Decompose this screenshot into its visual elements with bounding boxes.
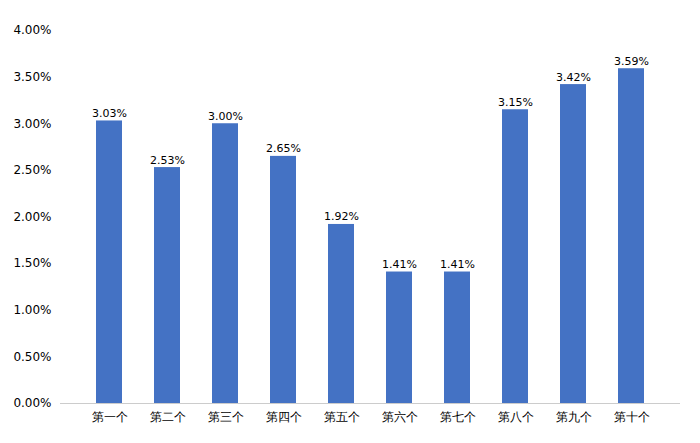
svg-text:3.42%: 3.42% xyxy=(556,71,591,84)
svg-text:3.59%: 3.59% xyxy=(614,55,649,68)
svg-text:1.41%: 1.41% xyxy=(382,258,417,271)
svg-text:2.53%: 2.53% xyxy=(150,154,185,167)
svg-text:4.00%: 4.00% xyxy=(13,23,51,37)
svg-text:第一个: 第一个 xyxy=(92,410,128,424)
svg-text:第九个: 第九个 xyxy=(556,410,592,424)
svg-text:第二个: 第二个 xyxy=(150,410,186,424)
svg-text:1.92%: 1.92% xyxy=(324,210,359,223)
svg-text:第七个: 第七个 xyxy=(440,410,476,424)
svg-text:1.50%: 1.50% xyxy=(13,256,51,270)
svg-text:3.00%: 3.00% xyxy=(208,110,243,123)
svg-text:2.50%: 2.50% xyxy=(13,163,51,177)
svg-text:1.00%: 1.00% xyxy=(13,303,51,317)
svg-text:第八个: 第八个 xyxy=(498,410,534,424)
svg-text:第三个: 第三个 xyxy=(208,410,244,424)
svg-text:3.00%: 3.00% xyxy=(13,117,51,131)
svg-text:第五个: 第五个 xyxy=(324,410,360,424)
svg-text:3.15%: 3.15% xyxy=(498,96,533,109)
svg-text:0.00%: 0.00% xyxy=(13,396,51,410)
svg-text:2.00%: 2.00% xyxy=(13,210,51,224)
svg-text:1.41%: 1.41% xyxy=(440,258,475,271)
svg-text:0.50%: 0.50% xyxy=(13,350,51,364)
svg-text:3.03%: 3.03% xyxy=(92,107,127,120)
svg-text:2.65%: 2.65% xyxy=(266,142,301,155)
svg-text:第十个: 第十个 xyxy=(614,410,650,424)
svg-text:第四个: 第四个 xyxy=(266,410,302,424)
svg-text:第六个: 第六个 xyxy=(382,410,418,424)
svg-text:3.50%: 3.50% xyxy=(13,70,51,84)
